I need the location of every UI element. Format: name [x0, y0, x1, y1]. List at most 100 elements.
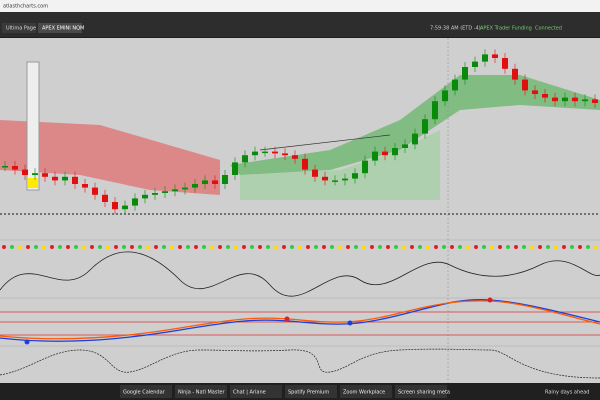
signal-dot: [162, 245, 166, 249]
candle: [342, 178, 348, 181]
candle: [292, 155, 298, 159]
signal-dot: [370, 245, 374, 249]
candle: [312, 169, 318, 177]
candle: [462, 67, 468, 80]
candle: [532, 90, 538, 94]
candle: [132, 198, 138, 206]
signal-dot: [354, 245, 358, 249]
candle: [452, 79, 458, 91]
candle: [382, 151, 388, 156]
candle: [92, 187, 98, 195]
taskbar-label[interactable]: Ninja - Natl Master: [178, 390, 225, 396]
trend-line: [259, 134, 391, 151]
drawing-toolbar[interactable]: [26, 61, 40, 191]
candle: [332, 180, 338, 182]
taskbar-item[interactable]: [230, 385, 282, 398]
signal-dot: [578, 245, 582, 249]
signal-dot: [538, 245, 542, 249]
signal-dot: [186, 245, 190, 249]
candle: [412, 133, 418, 145]
candle: [432, 101, 438, 120]
candle: [82, 184, 88, 188]
candle: [32, 173, 38, 175]
signal-dot: [170, 245, 174, 249]
trigger-line: [0, 300, 600, 340]
signal-dot: [114, 245, 118, 249]
candle: [162, 191, 168, 193]
signal-dot: [82, 245, 86, 249]
candle: [272, 151, 278, 154]
signal-dot: [234, 245, 238, 249]
signal-dot: [546, 245, 550, 249]
status: Connected: [535, 26, 562, 32]
taskbar-label[interactable]: Google Calendar: [123, 390, 166, 396]
taskbar-item[interactable]: [395, 385, 447, 398]
candle: [582, 99, 588, 102]
address-bar: [0, 0, 600, 12]
candle: [392, 148, 398, 156]
tab[interactable]: [2, 23, 36, 33]
signal-dot: [466, 245, 470, 249]
candle: [542, 94, 548, 98]
signal-dot: [562, 245, 566, 249]
signal-dot: [418, 245, 422, 249]
taskbar-item[interactable]: [175, 385, 227, 398]
tool-color[interactable]: [28, 178, 38, 188]
signal-dot: [202, 245, 206, 249]
account[interactable]: APEX Trader Funding: [480, 26, 532, 32]
taskbar-label[interactable]: Zoom Workplace: [343, 390, 385, 396]
taskbar-item[interactable]: [285, 385, 337, 398]
weather[interactable]: Rainy days ahead: [545, 390, 589, 396]
candle: [12, 166, 18, 170]
tab[interactable]: [38, 23, 82, 33]
signal-dot: [530, 245, 534, 249]
signal-dot: [482, 245, 486, 249]
signal-dot: [26, 245, 30, 249]
signal-dot: [378, 245, 382, 249]
signal-dot: [18, 245, 22, 249]
signal-dot: [130, 245, 134, 249]
candle: [172, 189, 178, 192]
candle: [512, 68, 518, 80]
candle: [422, 119, 428, 134]
url[interactable]: atlasthcharts.com: [3, 4, 48, 10]
signal-dot: [506, 245, 510, 249]
tab-label[interactable]: APEX EMINI NQM: [42, 26, 84, 32]
signal-line: [0, 299, 600, 342]
taskbar-label[interactable]: Screen sharing meta: [398, 390, 450, 396]
candle: [42, 173, 48, 177]
signal-dot: [386, 245, 390, 249]
signal-dot: [242, 245, 246, 249]
green-band: [230, 75, 600, 175]
signal-dot: [98, 245, 102, 249]
signal-dot: [58, 245, 62, 249]
signal-dot: [138, 245, 142, 249]
taskbar-label[interactable]: Spotify Premium: [288, 390, 329, 396]
candle: [232, 162, 238, 175]
candle: [482, 54, 488, 62]
signal-dot: [146, 245, 150, 249]
signal-dot: [458, 245, 462, 249]
candle: [572, 97, 578, 102]
signal-dot: [34, 245, 38, 249]
signal-dot: [338, 245, 342, 249]
candle: [562, 97, 568, 102]
signal-dot: [450, 245, 454, 249]
candle: [102, 194, 108, 202]
candle: [72, 176, 78, 184]
signal-dot: [290, 245, 294, 249]
candle: [192, 184, 198, 188]
tab-label[interactable]: Ultima Page: [6, 26, 36, 32]
taskbar-item[interactable]: [120, 385, 172, 398]
candle: [402, 144, 408, 148]
signal-dot: [258, 245, 262, 249]
signal-dot: [426, 245, 430, 249]
candle: [152, 193, 158, 195]
taskbar-item[interactable]: [340, 385, 392, 398]
candle: [52, 176, 58, 181]
candle: [212, 180, 218, 184]
candle: [352, 173, 358, 179]
signal-dot: [122, 245, 126, 249]
taskbar-label[interactable]: Chat | Ariane: [233, 390, 266, 396]
cycle-line: [0, 348, 600, 379]
